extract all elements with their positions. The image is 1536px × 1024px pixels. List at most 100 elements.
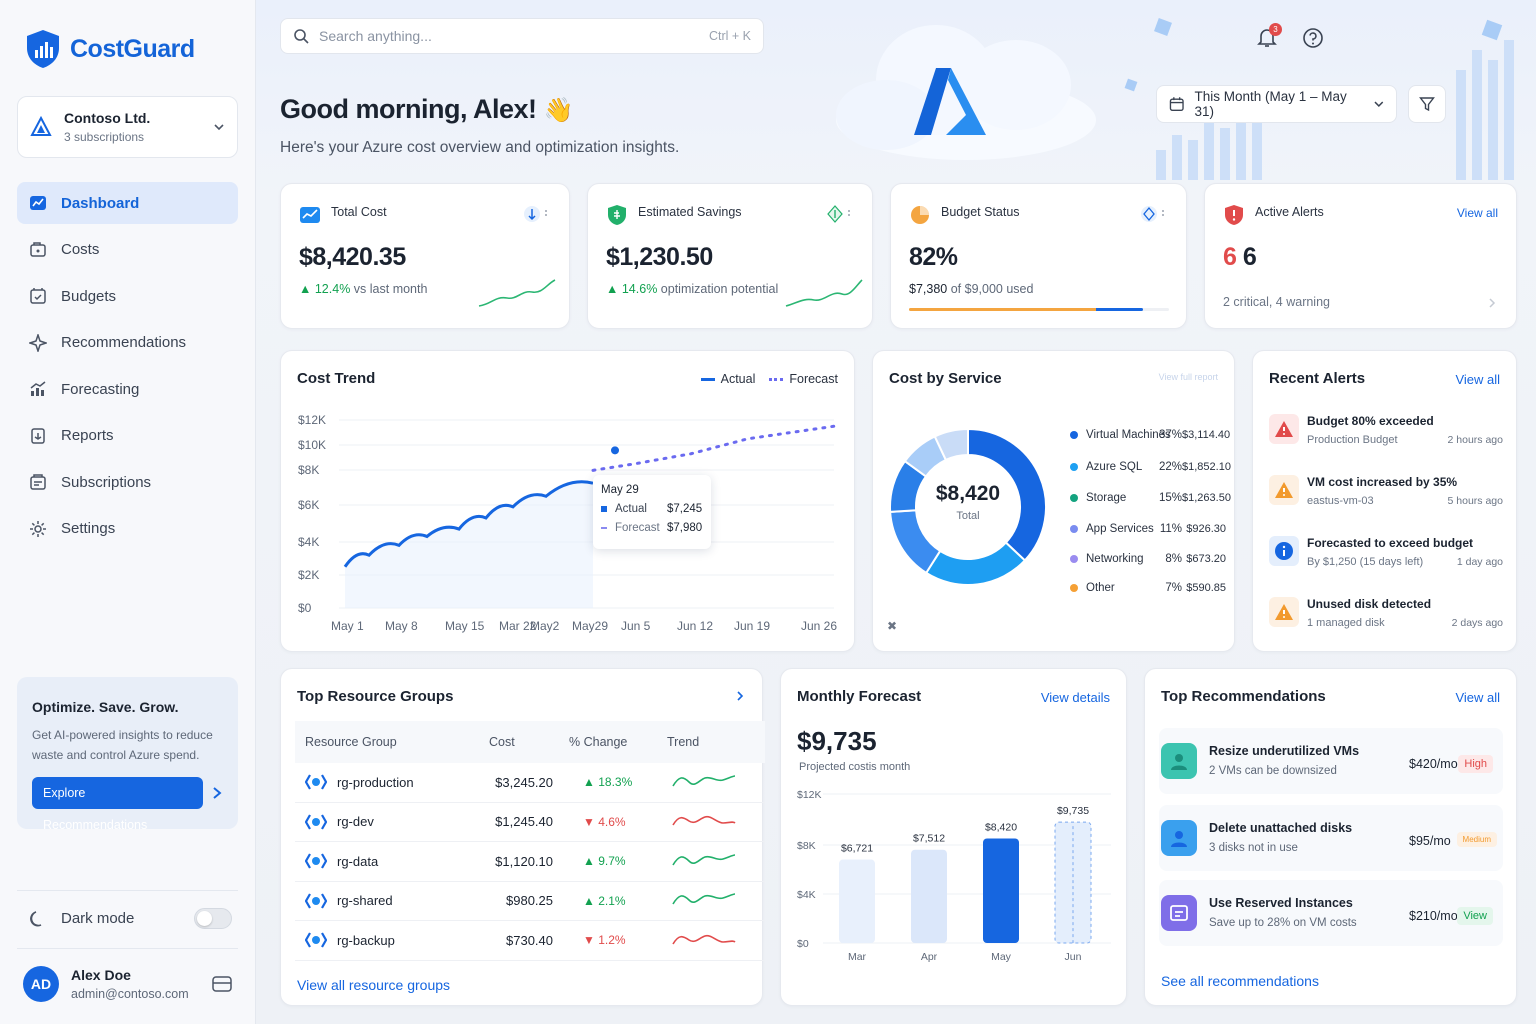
page-subtitle: Here's your Azure cost overview and opti… — [280, 139, 680, 156]
alert-time: 1 day ago — [1456, 556, 1503, 568]
sidebar-item-label: Subscriptions — [61, 473, 152, 491]
sidebar-item-budgets[interactable]: Budgets — [17, 275, 238, 317]
table-row[interactable]: rg-data $1,120.10 ▲ 9.7% — [295, 842, 765, 882]
search-bar[interactable]: Search anything... Ctrl + K — [280, 18, 764, 54]
sparkle-icon — [29, 333, 47, 352]
alert-item[interactable]: Budget 80% exceeded Production Budget 2 … — [1269, 414, 1503, 462]
sidebar-item-reports[interactable]: Reports — [17, 415, 238, 457]
recommendation-item[interactable]: Use Reserved Instances Save up to 28% on… — [1159, 880, 1503, 946]
kpi-delta-pct: 12.4% — [314, 282, 351, 296]
sparkline — [478, 279, 556, 307]
table-row[interactable]: rg-backup $730.40 ▼ 1.2% — [295, 921, 765, 961]
help-icon[interactable] — [1302, 27, 1324, 49]
close-icon[interactable]: ✖ — [887, 619, 898, 633]
y-tick-label: $4K — [797, 889, 816, 901]
cost-trend-title: Cost Trend — [297, 370, 376, 387]
x-tick-label: Jun 5 — [621, 619, 651, 633]
filter-button[interactable] — [1408, 85, 1446, 123]
kpi-delta-pct: 14.6% — [621, 282, 658, 296]
alert-item[interactable]: Unused disk detected 1 managed disk 2 da… — [1269, 597, 1503, 645]
service-name: Storage — [1086, 492, 1127, 504]
table-row[interactable]: rg-production $3,245.20 ▲ 18.3% — [295, 763, 765, 803]
logo[interactable]: CostGuard — [24, 28, 195, 70]
y-tick-label: $12K — [797, 789, 822, 801]
sidebar-item-dashboard[interactable]: Dashboard — [17, 182, 238, 224]
y-tick-label: $2K — [298, 568, 319, 582]
service-pct: 11% — [1159, 523, 1182, 535]
view-badge[interactable]: View — [1457, 907, 1493, 925]
alerts-detail-text: 2 critical, 4 warning — [1223, 295, 1330, 309]
see-all-recommendations-link[interactable]: See all recommendations — [1161, 973, 1319, 989]
view-full-report-link[interactable]: View full report — [1158, 372, 1218, 382]
notifications-button[interactable]: 3 — [1256, 23, 1282, 50]
warning-icon — [1275, 421, 1293, 437]
dark-mode-toggle[interactable] — [194, 908, 232, 929]
table-row[interactable]: rg-shared $980.25 ▲ 2.1% — [295, 882, 765, 921]
forecast-bar[interactable] — [839, 859, 875, 943]
kpi-active-alerts[interactable]: Active Alerts View all 6 6 2 critical, 4… — [1204, 183, 1517, 329]
donut-slice[interactable] — [924, 541, 1027, 586]
recommendation-item[interactable]: Resize underutilized VMs 2 VMs can be do… — [1159, 728, 1503, 794]
chevron-down-icon — [1374, 101, 1384, 107]
alert-time: 5 hours ago — [1447, 495, 1503, 507]
service-amount: $926.30 — [1186, 523, 1226, 535]
legend-actual-label: Actual — [720, 372, 756, 386]
cost-by-service-card: Cost by Service View full report $8,420 … — [872, 350, 1235, 652]
sidebar-item-settings[interactable]: Settings — [17, 508, 238, 550]
legend-dot — [1070, 463, 1078, 471]
org-switcher[interactable]: Contoso Ltd. 3 subscriptions — [17, 96, 238, 158]
recent-alerts-view-all[interactable]: View all — [1455, 372, 1500, 387]
user-profile[interactable]: AD Alex Doe admin@contoso.com — [17, 948, 238, 1018]
resource-groups-card: Top Resource Groups Resource Group Cost … — [280, 668, 765, 1006]
kpi-budget-status[interactable]: Budget Status 82% $7,380 of $9,000 used — [890, 183, 1187, 329]
table-row[interactable]: rg-dev $1,245.40 ▼ 4.6% — [295, 803, 765, 842]
chevron-right-icon[interactable] — [1488, 297, 1496, 309]
legend-dot — [1070, 584, 1078, 592]
tooltip-actual-value: $7,245 — [667, 503, 703, 515]
date-range-picker[interactable]: This Month (May 1 – May 31) — [1156, 85, 1397, 123]
service-amount: $1,263.50 — [1182, 492, 1231, 504]
tooltip-forecast-label: Forecast — [615, 522, 660, 534]
recommendations-view-all[interactable]: View all — [1455, 690, 1500, 705]
alert-item[interactable]: Forecasted to exceed budget By $1,250 (1… — [1269, 536, 1503, 584]
chevron-right-icon[interactable] — [736, 690, 744, 702]
search-shortcut: Ctrl + K — [708, 29, 751, 43]
alert-item[interactable]: VM cost increased by 35% eastus-vm-03 5 … — [1269, 475, 1503, 523]
service-pct: 37% — [1158, 429, 1182, 441]
search-input[interactable]: Search anything... — [319, 28, 432, 44]
view-all-resource-groups-link[interactable]: View all resource groups — [297, 977, 451, 993]
recommendation-title: Delete unattached disks — [1209, 821, 1353, 835]
view-details-link[interactable]: View details — [1040, 690, 1110, 705]
info-icon — [1275, 542, 1293, 560]
forecast-bar[interactable] — [911, 849, 947, 943]
sidebar-nav: Dashboard Costs Budgets Recommendations … — [17, 182, 238, 554]
service-name: Azure SQL — [1086, 461, 1143, 473]
x-tick-label: Mar — [848, 951, 867, 963]
sidebar-collapse-icon[interactable] — [212, 975, 232, 993]
tooltip-actual-label: Actual — [615, 503, 647, 515]
donut-slice[interactable] — [933, 427, 969, 462]
service-name: Other — [1086, 582, 1115, 594]
sort-icon[interactable] — [1140, 204, 1168, 224]
bar-value-label: $8,420 — [985, 821, 1017, 833]
alerts-critical-count: 6 — [1223, 243, 1237, 271]
sort-icon[interactable] — [523, 204, 551, 224]
priority-badge: Medium — [1456, 832, 1497, 847]
recommendation-item[interactable]: Delete unattached disks 3 disks not in u… — [1159, 805, 1503, 871]
alert-subtitle: 1 managed disk — [1307, 617, 1385, 629]
resource-group-icon — [305, 893, 327, 909]
kpi-total-cost[interactable]: Total Cost $8,420.35 ▲ 12.4% vs last mon… — [280, 183, 570, 329]
sort-icon[interactable] — [826, 204, 854, 224]
alerts-view-all-link[interactable]: View all — [1456, 206, 1498, 220]
cost-trend-card: Cost Trend Actual Forecast $12K $10K $8K $6… — [280, 350, 855, 652]
sidebar-item-recommendations[interactable]: Recommendations — [17, 322, 238, 364]
promo-title: Optimize. Save. Grow. — [32, 699, 179, 715]
sidebar-item-forecasting[interactable]: Forecasting — [17, 368, 238, 410]
sidebar-item-subscriptions[interactable]: Subscriptions — [17, 461, 238, 503]
chevron-right-icon[interactable] — [211, 786, 223, 800]
kpi-estimated-savings[interactable]: Estimated Savings $1,230.50 ▲ 14.6% opti… — [587, 183, 873, 329]
sidebar-item-costs[interactable]: Costs — [17, 229, 238, 271]
forecast-bar[interactable] — [983, 838, 1019, 943]
recommendation-title: Resize underutilized VMs — [1209, 744, 1360, 758]
explore-recommendations-button[interactable]: Explore Recommendations — [32, 777, 204, 832]
